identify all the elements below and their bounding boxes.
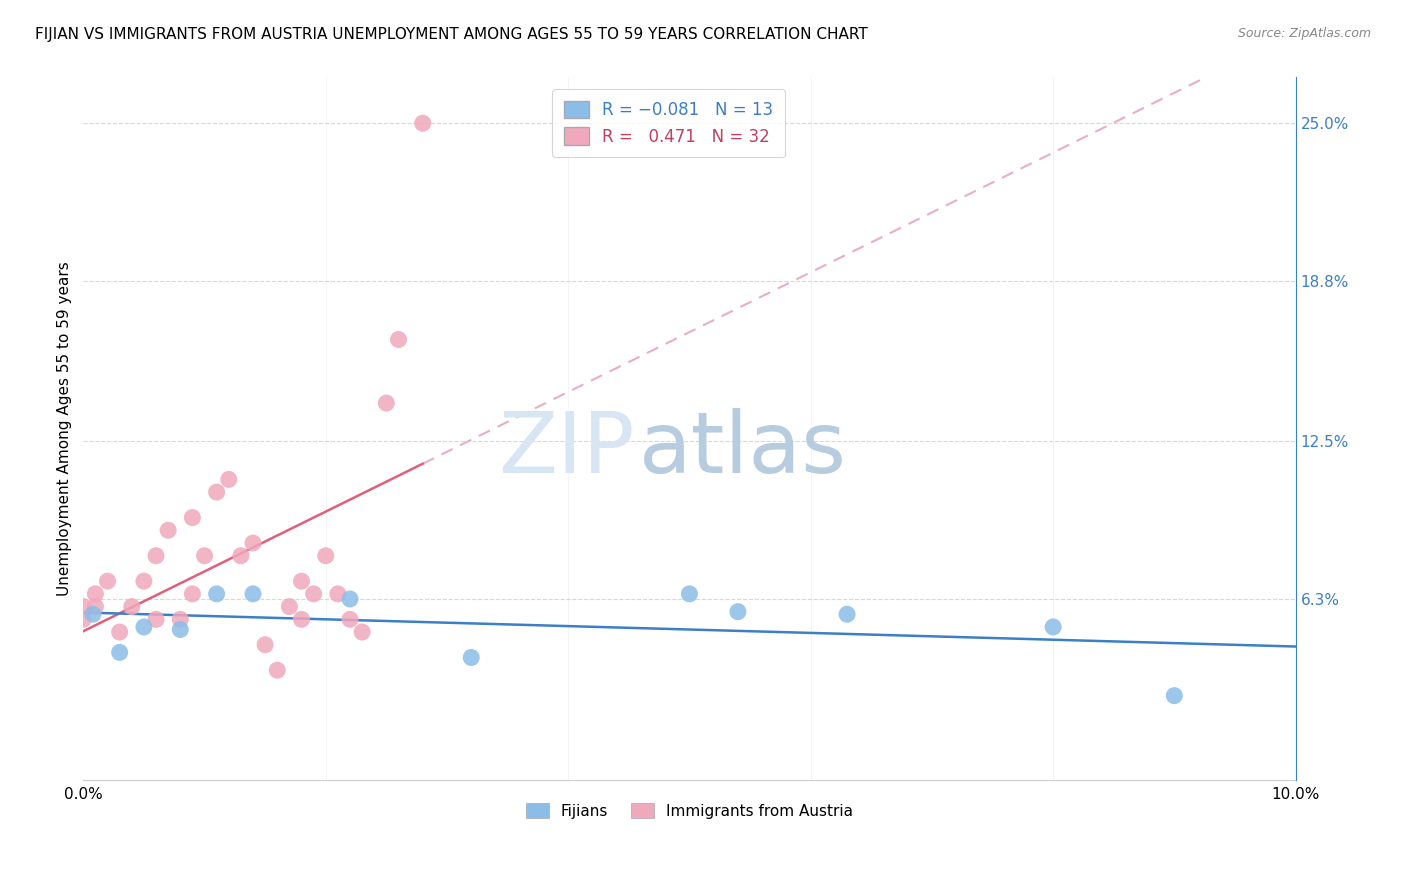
Point bbox=[242, 587, 264, 601]
Text: atlas: atlas bbox=[638, 408, 846, 491]
Point bbox=[678, 587, 700, 601]
Point bbox=[266, 663, 288, 677]
Point bbox=[290, 574, 312, 589]
Point bbox=[315, 549, 337, 563]
Point bbox=[82, 607, 104, 622]
Point bbox=[157, 523, 180, 537]
Point bbox=[108, 645, 131, 659]
Point bbox=[242, 536, 264, 550]
Text: Source: ZipAtlas.com: Source: ZipAtlas.com bbox=[1237, 27, 1371, 40]
Point bbox=[132, 574, 155, 589]
Point bbox=[1163, 689, 1185, 703]
Point bbox=[339, 612, 361, 626]
Point bbox=[326, 587, 349, 601]
Point bbox=[1042, 620, 1064, 634]
Point bbox=[302, 587, 325, 601]
Point bbox=[121, 599, 143, 614]
Point bbox=[218, 472, 240, 486]
Y-axis label: Unemployment Among Ages 55 to 59 years: Unemployment Among Ages 55 to 59 years bbox=[58, 261, 72, 596]
Point bbox=[72, 612, 94, 626]
Text: FIJIAN VS IMMIGRANTS FROM AUSTRIA UNEMPLOYMENT AMONG AGES 55 TO 59 YEARS CORRELA: FIJIAN VS IMMIGRANTS FROM AUSTRIA UNEMPL… bbox=[35, 27, 868, 42]
Point bbox=[96, 574, 118, 589]
Point bbox=[205, 485, 228, 500]
Point bbox=[387, 333, 409, 347]
Point bbox=[290, 612, 312, 626]
Text: ZIP: ZIP bbox=[498, 408, 636, 491]
Point bbox=[193, 549, 215, 563]
Point bbox=[254, 638, 277, 652]
Point bbox=[181, 510, 204, 524]
Point bbox=[84, 599, 107, 614]
Point bbox=[181, 587, 204, 601]
Point bbox=[229, 549, 252, 563]
Point bbox=[339, 591, 361, 606]
Point bbox=[145, 549, 167, 563]
Point bbox=[169, 612, 191, 626]
Point bbox=[108, 625, 131, 640]
Point bbox=[412, 116, 434, 130]
Point bbox=[84, 587, 107, 601]
Point bbox=[375, 396, 398, 410]
Point bbox=[352, 625, 374, 640]
Point bbox=[72, 599, 94, 614]
Point bbox=[460, 650, 482, 665]
Point bbox=[145, 612, 167, 626]
Legend: Fijians, Immigrants from Austria: Fijians, Immigrants from Austria bbox=[520, 797, 859, 824]
Point bbox=[727, 605, 749, 619]
Point bbox=[205, 587, 228, 601]
Point bbox=[169, 623, 191, 637]
Point bbox=[835, 607, 858, 622]
Point bbox=[278, 599, 301, 614]
Point bbox=[132, 620, 155, 634]
